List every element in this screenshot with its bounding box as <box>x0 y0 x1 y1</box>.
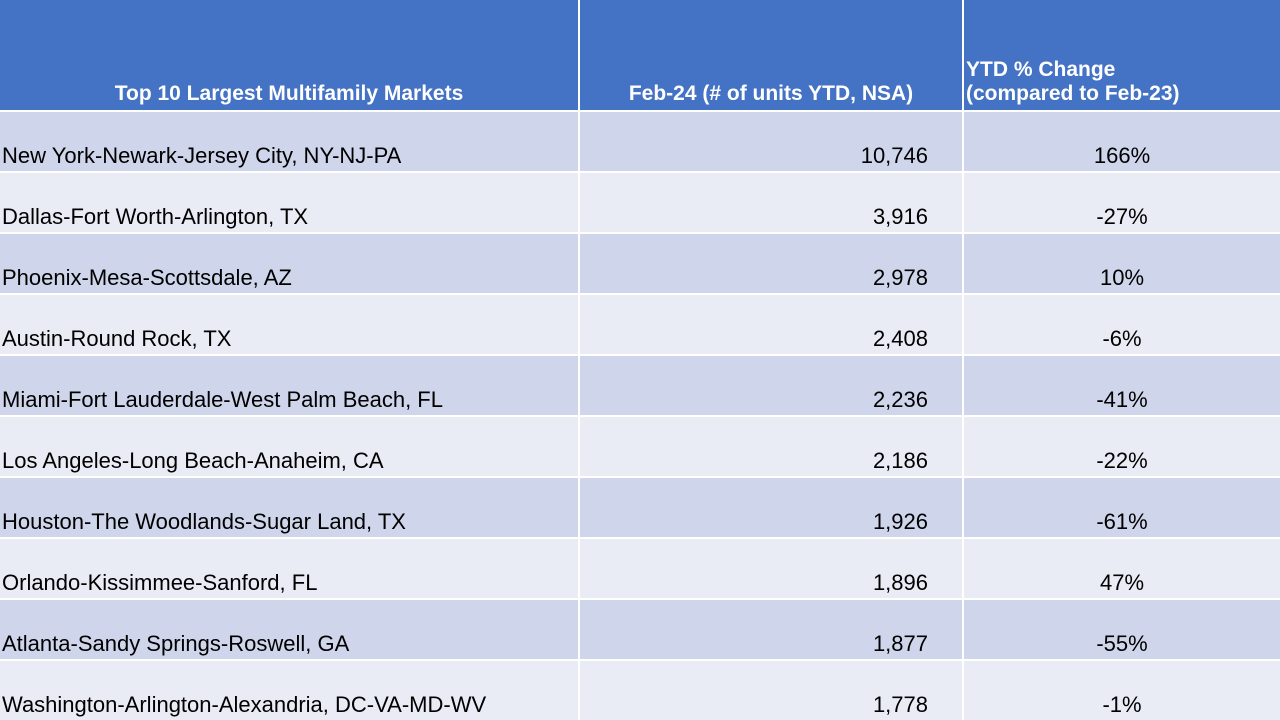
cell-market-value: Washington-Arlington-Alexandria, DC-VA-M… <box>2 692 487 717</box>
cell-change: -55% <box>964 600 1280 659</box>
table-row: Phoenix-Mesa-Scottsdale, AZ 2,978 10% <box>0 232 1280 293</box>
cell-change-value: 47% <box>1099 570 1145 595</box>
header-change-label: YTD % Change (compared to Feb-23) <box>966 58 1180 105</box>
cell-units: 2,408 <box>580 295 964 354</box>
cell-market: Miami-Fort Lauderdale-West Palm Beach, F… <box>0 356 580 415</box>
table-row: Los Angeles-Long Beach-Anaheim, CA 2,186 -… <box>0 415 1280 476</box>
cell-units-value: 2,408 <box>872 326 928 351</box>
cell-market: Houston-The Woodlands-Sugar Land, TX <box>0 478 580 537</box>
cell-market-value: Atlanta-Sandy Springs-Roswell, GA <box>2 631 350 656</box>
cell-market: New York-Newark-Jersey City, NY-NJ-PA <box>0 112 580 171</box>
cell-change: -6% <box>964 295 1280 354</box>
cell-market-value: Phoenix-Mesa-Scottsdale, AZ <box>2 265 292 290</box>
cell-market: Austin-Round Rock, TX <box>0 295 580 354</box>
cell-units-value: 1,778 <box>872 692 928 717</box>
cell-units-value: 10,746 <box>860 143 928 168</box>
cell-change-value: 166% <box>1093 143 1151 168</box>
table-row: Washington-Arlington-Alexandria, DC-VA-M… <box>0 659 1280 720</box>
cell-units: 2,186 <box>580 417 964 476</box>
cell-market-value: Los Angeles-Long Beach-Anaheim, CA <box>2 448 384 473</box>
cell-change-value: -55% <box>1096 631 1148 656</box>
cell-change-value: 10% <box>1099 265 1145 290</box>
cell-units-value: 3,916 <box>872 204 928 229</box>
cell-units-value: 1,896 <box>872 570 928 595</box>
cell-change: 166% <box>964 112 1280 171</box>
cell-change: -1% <box>964 661 1280 720</box>
table-row: Austin-Round Rock, TX 2,408 -6% <box>0 293 1280 354</box>
cell-units: 2,236 <box>580 356 964 415</box>
header-market-label: Top 10 Largest Multifamily Markets <box>114 82 464 105</box>
cell-market-value: Orlando-Kissimmee-Sanford, FL <box>2 570 318 595</box>
cell-change: -22% <box>964 417 1280 476</box>
cell-market-value: Houston-The Woodlands-Sugar Land, TX <box>2 509 406 534</box>
cell-change-value: -27% <box>1096 204 1148 229</box>
table-row: New York-Newark-Jersey City, NY-NJ-PA 10,… <box>0 110 1280 171</box>
cell-change-value: -61% <box>1096 509 1148 534</box>
cell-market: Orlando-Kissimmee-Sanford, FL <box>0 539 580 598</box>
table-row: Orlando-Kissimmee-Sanford, FL 1,896 47% <box>0 537 1280 598</box>
table-header: Top 10 Largest Multifamily Markets Feb-2… <box>0 0 1280 110</box>
cell-change: -61% <box>964 478 1280 537</box>
cell-change-value: -6% <box>1102 326 1142 351</box>
cell-units: 1,778 <box>580 661 964 720</box>
cell-market: Los Angeles-Long Beach-Anaheim, CA <box>0 417 580 476</box>
cell-units: 10,746 <box>580 112 964 171</box>
cell-units-value: 2,978 <box>872 265 928 290</box>
cell-change: 47% <box>964 539 1280 598</box>
cell-units: 2,978 <box>580 234 964 293</box>
cell-market: Dallas-Fort Worth-Arlington, TX <box>0 173 580 232</box>
cell-change: -27% <box>964 173 1280 232</box>
header-market: Top 10 Largest Multifamily Markets <box>0 0 580 110</box>
table-row: Houston-The Woodlands-Sugar Land, TX 1,92… <box>0 476 1280 537</box>
cell-units: 3,916 <box>580 173 964 232</box>
header-change: YTD % Change (compared to Feb-23) <box>964 0 1280 110</box>
cell-units-value: 1,877 <box>872 631 928 656</box>
cell-market: Washington-Arlington-Alexandria, DC-VA-M… <box>0 661 580 720</box>
header-units-label: Feb-24 (# of units YTD, NSA) <box>628 82 914 105</box>
table-row: Miami-Fort Lauderdale-West Palm Beach, F… <box>0 354 1280 415</box>
cell-change: 10% <box>964 234 1280 293</box>
cell-change: -41% <box>964 356 1280 415</box>
table-row: Atlanta-Sandy Springs-Roswell, GA 1,877 -5… <box>0 598 1280 659</box>
cell-units: 1,896 <box>580 539 964 598</box>
cell-units-value: 2,236 <box>872 387 928 412</box>
cell-market: Phoenix-Mesa-Scottsdale, AZ <box>0 234 580 293</box>
header-units: Feb-24 (# of units YTD, NSA) <box>580 0 964 110</box>
cell-units-value: 1,926 <box>872 509 928 534</box>
cell-change-value: -41% <box>1096 387 1148 412</box>
cell-units-value: 2,186 <box>872 448 928 473</box>
cell-market-value: Miami-Fort Lauderdale-West Palm Beach, F… <box>2 387 443 412</box>
cell-change-value: -1% <box>1102 692 1142 717</box>
cell-units: 1,877 <box>580 600 964 659</box>
cell-units: 1,926 <box>580 478 964 537</box>
cell-market: Atlanta-Sandy Springs-Roswell, GA <box>0 600 580 659</box>
cell-market-value: Austin-Round Rock, TX <box>2 326 232 351</box>
cell-market-value: New York-Newark-Jersey City, NY-NJ-PA <box>2 143 402 168</box>
cell-market-value: Dallas-Fort Worth-Arlington, TX <box>2 204 309 229</box>
cell-change-value: -22% <box>1096 448 1148 473</box>
table-row: Dallas-Fort Worth-Arlington, TX 3,916 -27% <box>0 171 1280 232</box>
